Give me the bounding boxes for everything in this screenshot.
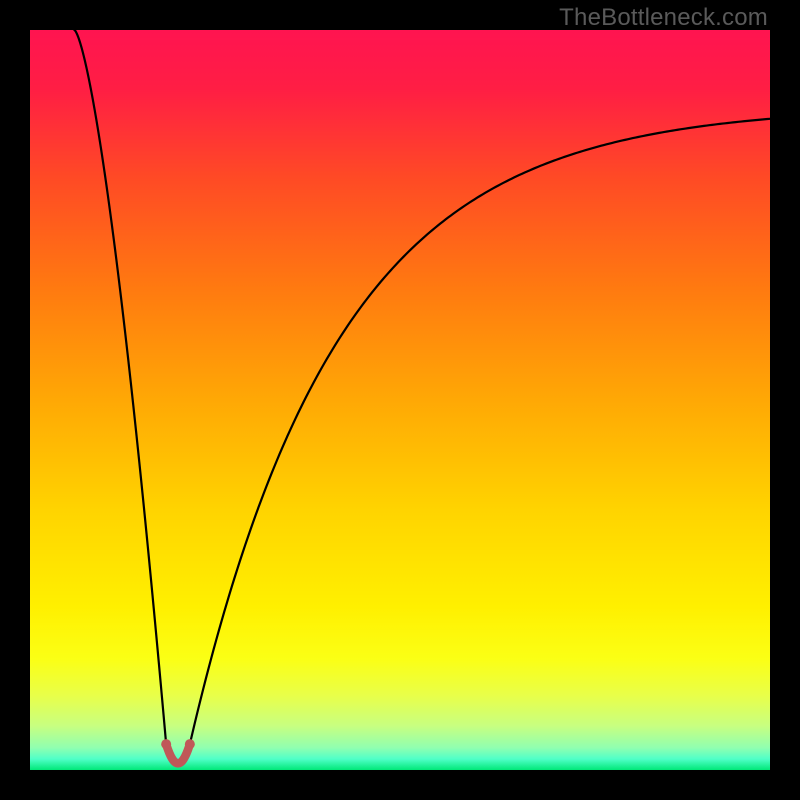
- watermark-text: TheBottleneck.com: [559, 4, 768, 32]
- curve-right-branch: [190, 119, 770, 744]
- curve-layer: [30, 30, 770, 770]
- dip-end-dot-right: [185, 739, 195, 749]
- plot-area: [30, 30, 770, 770]
- chart-root: { "canvas": { "width": 800, "height": 80…: [0, 0, 800, 800]
- curve-left-branch: [74, 30, 166, 744]
- dip-end-dot-left: [161, 739, 171, 749]
